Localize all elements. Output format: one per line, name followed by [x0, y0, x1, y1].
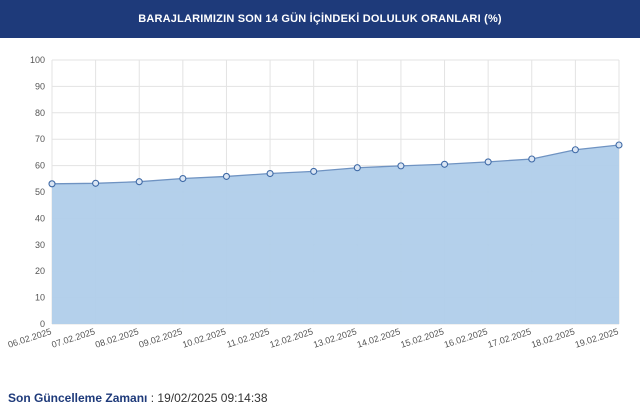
last-update-value: 19/02/2025 09:14:38: [157, 391, 268, 405]
series-line: [51, 144, 620, 185]
x-tick-label-8: 14.02.2025: [356, 326, 402, 349]
data-point-13: [615, 141, 623, 149]
x-tick-label-12: 18.02.2025: [530, 326, 576, 349]
area-fill: [52, 145, 619, 324]
fill-rate-area-chart: 0 10 20 30 40 50 60 70 80 90 100 06.02.202507.02.20…: [7, 55, 623, 350]
data-point-7: [353, 164, 361, 172]
y-tick-label-2: 20: [35, 266, 45, 276]
y-tick-label-7: 70: [35, 134, 45, 144]
data-point-6: [310, 167, 318, 175]
x-tick-label-13: 19.02.2025: [574, 326, 620, 349]
x-tick-label-1: 07.02.2025: [50, 326, 96, 349]
y-tick-label-10: 100: [30, 55, 45, 65]
x-tick-label-10: 16.02.2025: [443, 326, 489, 349]
x-tick-label-3: 09.02.2025: [138, 326, 184, 349]
chart-title: BARAJLARIMIZIN SON 14 GÜN İÇİNDEKİ DOLUL…: [138, 13, 502, 25]
y-tick-label-8: 80: [35, 108, 45, 118]
x-tick-label-2: 08.02.2025: [94, 326, 140, 349]
y-tick-label-5: 50: [35, 187, 45, 197]
data-point-4: [222, 172, 231, 180]
last-update-label: Son Güncelleme Zamanı: [8, 391, 148, 405]
data-point-1: [92, 179, 100, 187]
data-point-0: [48, 180, 56, 188]
chart-area: 0 10 20 30 40 50 60 70 80 90 100 06.02.2025 07.02.20…: [0, 40, 640, 374]
data-point-9: [440, 160, 449, 168]
data-point-10: [484, 158, 492, 166]
x-tick-label-4: 10.02.2025: [181, 326, 227, 349]
data-point-8: [397, 162, 405, 170]
x-tick-label-6: 12.02.2025: [268, 326, 314, 349]
y-tick-label-0: 0: [40, 319, 45, 329]
data-point-3: [179, 174, 187, 183]
y-tick-label-3: 30: [35, 240, 45, 250]
x-tick-label-9: 15.02.2025: [399, 326, 445, 349]
y-tick-label-9: 90: [35, 81, 45, 91]
x-tick-label-7: 13.02.2025: [312, 326, 358, 349]
last-update-separator: :: [147, 391, 158, 405]
x-tick-label-0: 06.02.2025: [7, 326, 53, 349]
data-point-11: [528, 155, 536, 163]
y-tick-label-1: 10: [35, 293, 45, 303]
y-tick-label-4: 40: [35, 213, 45, 223]
x-tick-label-11: 17.02.2025: [486, 326, 532, 349]
data-point-5: [266, 169, 274, 178]
data-point-2: [135, 178, 143, 186]
y-tick-label-6: 60: [35, 161, 45, 171]
last-update: Son Güncelleme Zamanı : 19/02/2025 09:14…: [8, 391, 268, 405]
data-point-12: [571, 146, 579, 154]
x-tick-label-5: 11.02.2025: [225, 326, 270, 349]
chart-header: BARAJLARIMIZIN SON 14 GÜN İÇİNDEKİ DOLUL…: [0, 0, 640, 38]
